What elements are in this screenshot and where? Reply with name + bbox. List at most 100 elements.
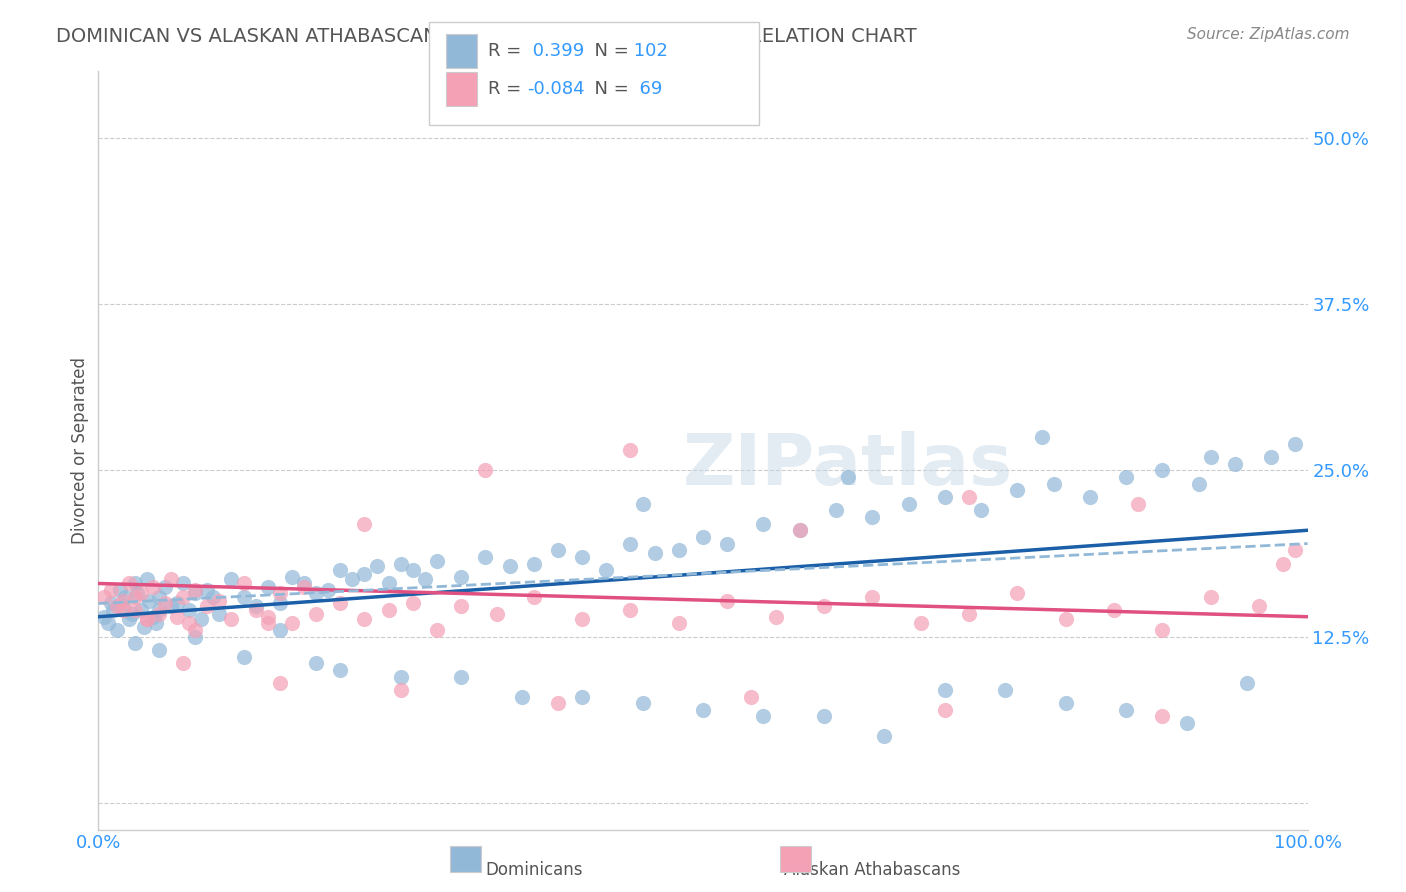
Point (1249, 599, 1271, 613)
Point (305, 607, 328, 621)
Point (837, 470, 859, 484)
Point (1102, 603, 1125, 617)
Point (124, 603, 146, 617)
Point (413, 573, 436, 587)
Point (329, 663, 352, 677)
Point (692, 703, 714, 717)
Point (221, 612, 243, 626)
Point (256, 609, 278, 624)
Point (486, 607, 509, 621)
Point (426, 554, 449, 568)
Point (1007, 483, 1029, 498)
Point (389, 682, 412, 697)
Point (450, 670, 472, 684)
Point (813, 709, 835, 723)
Point (190, 612, 212, 626)
Point (135, 612, 157, 626)
Point (269, 586, 291, 600)
Point (129, 586, 152, 600)
Point (619, 443, 641, 458)
Point (619, 536, 641, 550)
Point (124, 636, 146, 650)
Point (740, 690, 762, 704)
Text: R =: R = (488, 80, 527, 98)
Point (184, 586, 207, 600)
Point (245, 599, 267, 613)
Point (329, 563, 352, 577)
Point (402, 596, 425, 610)
Point (93, 590, 115, 604)
Text: ZIPatlas: ZIPatlas (683, 431, 1014, 500)
Point (256, 616, 278, 631)
Point (305, 657, 328, 671)
Point (142, 581, 165, 595)
Point (1175, 716, 1198, 731)
Point (245, 603, 267, 617)
Point (184, 623, 207, 637)
Point (631, 497, 654, 511)
Point (426, 623, 449, 637)
Point (105, 599, 128, 613)
Point (631, 696, 654, 710)
Point (1042, 476, 1064, 491)
Point (789, 523, 811, 537)
Point (1199, 450, 1222, 464)
Point (377, 576, 399, 591)
Point (118, 576, 141, 591)
Point (166, 609, 188, 624)
Point (269, 596, 291, 610)
Point (510, 690, 533, 704)
Point (668, 616, 690, 631)
Point (184, 583, 207, 598)
Point (1284, 543, 1306, 558)
Point (118, 612, 141, 626)
Point (101, 603, 124, 617)
Point (366, 559, 388, 574)
Text: Alaskan Athabascans: Alaskan Athabascans (783, 861, 960, 879)
Point (184, 630, 207, 644)
Point (1007, 586, 1029, 600)
Point (957, 607, 980, 621)
Point (281, 616, 304, 631)
Point (148, 607, 170, 621)
Point (523, 557, 546, 571)
Point (1284, 437, 1306, 451)
Point (1128, 497, 1150, 511)
Point (668, 543, 690, 558)
Point (148, 603, 170, 617)
Point (105, 623, 128, 637)
Point (269, 676, 291, 690)
Y-axis label: Divorced or Separated: Divorced or Separated (70, 357, 89, 544)
Point (1260, 450, 1282, 464)
Point (195, 599, 218, 613)
Point (910, 616, 932, 631)
Text: 0.399: 0.399 (527, 42, 585, 60)
Point (353, 567, 375, 582)
Point (135, 612, 157, 626)
Point (111, 603, 134, 617)
Point (97, 616, 120, 631)
Point (1115, 470, 1137, 484)
Point (179, 603, 201, 617)
Point (305, 586, 328, 600)
Point (692, 530, 714, 544)
Point (1188, 476, 1211, 491)
Point (129, 603, 152, 617)
Point (111, 594, 134, 608)
Point (160, 599, 183, 613)
Point (179, 616, 201, 631)
Point (450, 599, 472, 613)
Point (1199, 590, 1222, 604)
Point (547, 696, 569, 710)
Point (897, 497, 920, 511)
Point (172, 657, 194, 671)
Point (111, 599, 134, 613)
Point (100, 583, 122, 598)
Point (127, 586, 149, 600)
Point (232, 649, 254, 664)
Point (1054, 612, 1077, 626)
Point (571, 690, 593, 704)
Point (873, 730, 896, 744)
Point (547, 543, 569, 558)
Point (752, 516, 775, 531)
